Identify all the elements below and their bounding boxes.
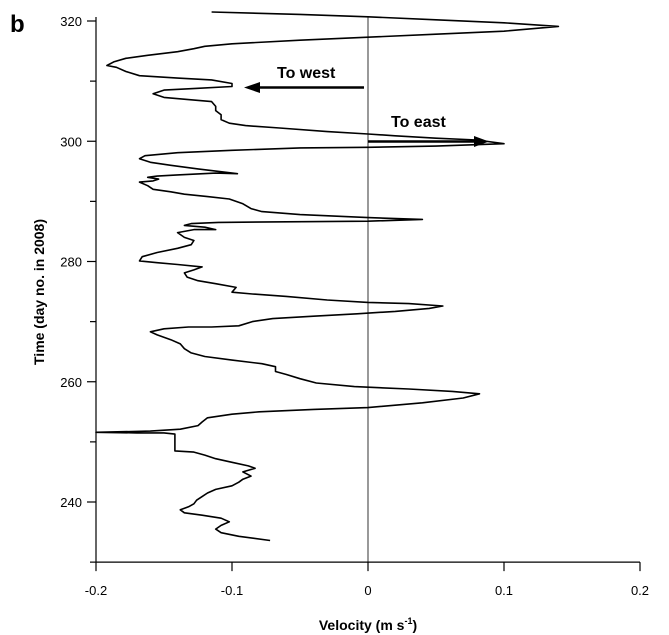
x-axis-title-close: ) [412, 617, 417, 633]
x-axis-title-main: Velocity (m s [319, 617, 405, 633]
annotation-to-east-label: To east [391, 114, 447, 131]
x-axis-title: Velocity (m s-1) [319, 616, 417, 633]
velocity-series-line [95, 11, 560, 542]
x-tick-label: 0 [364, 583, 371, 598]
annotation-to-west-label: To west [277, 65, 336, 82]
x-tick-label: 0.1 [495, 583, 513, 598]
panel-label: b [10, 11, 25, 38]
annotation-to-west: To west [244, 65, 364, 93]
x-tick-label: -0.2 [85, 583, 107, 598]
y-tick-label: 260 [60, 375, 82, 390]
y-axis-ticks: 240 260 280 300 320 [60, 14, 96, 563]
annotation-to-east-arrowhead [474, 136, 489, 147]
x-tick-label: -0.1 [221, 583, 243, 598]
x-tick-label: 0.2 [631, 583, 649, 598]
annotation-to-west-arrowhead [244, 82, 260, 93]
y-tick-label: 240 [60, 495, 82, 510]
y-tick-label: 320 [60, 14, 82, 29]
annotation-to-east: To east [368, 114, 489, 147]
y-tick-label: 280 [60, 255, 82, 270]
y-tick-label: 300 [60, 134, 82, 149]
y-axis-title: Time (day no. in 2008) [31, 219, 47, 365]
x-axis-title-unit-exponent: -1 [404, 616, 412, 626]
x-axis-ticks: -0.2 -0.1 0 0.1 0.2 [85, 562, 649, 598]
